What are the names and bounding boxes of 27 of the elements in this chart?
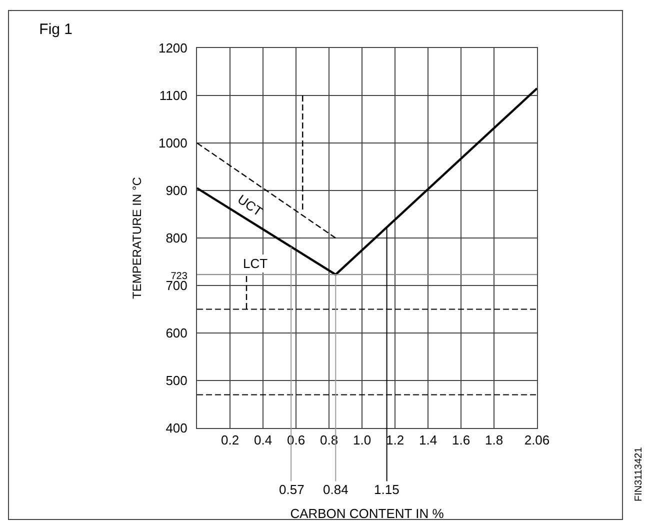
x-tick-label: 0.4 <box>254 432 272 448</box>
ref-line-label: 0.57 <box>279 482 304 497</box>
y-tick-label: 500 <box>166 373 188 388</box>
x-tick-label: 0.8 <box>320 432 338 448</box>
text: FIN3113421 <box>634 446 644 502</box>
annotation: UCT <box>234 192 266 220</box>
x-tick-label: 0.2 <box>220 432 240 448</box>
y-tick-label: 600 <box>166 326 188 341</box>
x-tick-label: 2.06 <box>524 432 550 448</box>
ref-line-label: 0.84 <box>323 482 348 497</box>
y-tick-label: 700 <box>166 278 188 294</box>
ref-line-label: LCT <box>243 256 268 271</box>
x-tick-label: 1.4 <box>419 432 438 448</box>
y-tick-label: 900 <box>166 183 188 198</box>
y-tick-label: 1200 <box>158 40 188 56</box>
y-tick-label: 1100 <box>159 88 188 104</box>
y-tick-label: 400 <box>166 420 188 436</box>
x-tick-label: 1.8 <box>485 432 504 448</box>
y-tick-label: 1000 <box>158 136 188 151</box>
y-axis-title: TEMPERATURE IN °C <box>130 176 144 299</box>
x-tick-label: 0.6 <box>286 432 306 448</box>
y-tick-label: 800 <box>166 230 188 246</box>
x-tick-label: 1.6 <box>452 432 470 448</box>
x-tick-label: 1.0 <box>353 432 372 448</box>
x-axis-title: CARBON CONTENT IN % <box>290 506 444 522</box>
text: Fig 1 <box>39 21 73 38</box>
ref-line-label: 1.15 <box>374 482 400 497</box>
